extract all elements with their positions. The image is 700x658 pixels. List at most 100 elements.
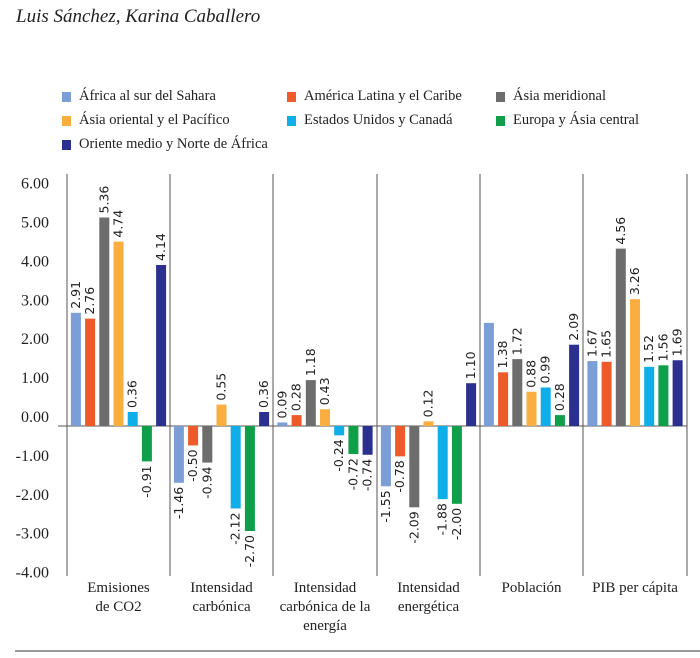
legend-swatch [496,115,505,126]
bar [141,426,152,462]
bar [216,404,227,426]
author-line: Luis Sánchez, Karina Caballero [16,6,261,27]
legend-swatch [62,91,71,102]
bar [409,426,420,508]
data-label: 0.28 [552,383,567,411]
bar [554,415,565,426]
category-label: energía [303,618,347,634]
data-label: -1.55 [378,490,393,522]
data-label: -0.72 [345,458,360,490]
legend-swatch [287,115,296,126]
data-label: 0.09 [274,391,289,419]
data-label: 1.10 [463,351,478,379]
category-label: Intensidad [190,580,253,596]
data-label: 0.36 [256,380,271,408]
bar [127,411,138,426]
bar [672,360,683,426]
data-label: 1.38 [495,340,510,368]
bar [230,426,241,509]
category-label: Intensidad [294,580,357,596]
bar [320,409,330,426]
data-label: 1.65 [599,330,614,358]
data-label: -0.74 [360,459,375,491]
bar [259,411,270,426]
bar [658,365,669,426]
data-label: 2.76 [82,287,97,315]
bar [483,322,494,426]
bar [277,422,288,426]
category-label: Intensidad [397,580,460,596]
bar [202,426,213,463]
data-label: 0.55 [214,373,229,401]
bar [437,426,448,500]
bar [99,217,110,426]
category-label: carbónica [192,599,251,615]
bar [615,248,626,426]
data-label: 2.91 [68,281,83,309]
legend-label: Estados Unidos y Canadá [304,112,453,128]
data-label: 0.12 [421,389,436,417]
bar [362,426,373,455]
legend-item: Europa y Ásia central [496,112,639,129]
bar [569,344,580,426]
bar [601,361,612,426]
data-label: -2.09 [406,511,421,543]
category-label: PIB per cápita [592,580,678,596]
data-label: -0.50 [185,449,200,481]
bar [423,421,434,426]
data-label: 5.36 [96,186,111,214]
category-label: Emisiones [87,580,150,596]
data-label: 0.99 [538,356,553,384]
data-label: 3.26 [627,267,642,295]
data-label: 0.43 [317,377,332,405]
bar [540,387,551,426]
data-label: 0.28 [289,383,304,411]
data-label: 1.72 [509,327,524,355]
legend-label: Oriente medio y Norte de África [79,136,268,152]
y-tick-label: -2.00 [16,487,49,504]
y-tick-label: 1.00 [21,370,49,387]
y-tick-label: 5.00 [21,215,49,232]
data-label: -0.91 [139,465,154,497]
y-tick-label: -4.00 [16,565,49,582]
y-tick-label: 4.00 [21,253,49,270]
bar [70,312,81,426]
bar [244,426,255,532]
data-label: -2.70 [242,535,257,567]
bar [587,361,598,426]
legend-item: Ásia oriental y el Pacífico [62,112,230,129]
data-label: -0.94 [199,467,214,499]
legend-item: Estados Unidos y Canadá [287,112,453,129]
bar [188,426,199,446]
legend-label: África al sur del Sahara [79,88,216,104]
legend-label: Ásia oriental y el Pacífico [79,112,230,128]
category-label: energética [398,599,460,615]
data-label: 2.09 [566,313,581,341]
bar [113,241,124,426]
y-tick-label: -1.00 [16,448,49,465]
bar [348,426,359,455]
data-label: 0.36 [125,380,140,408]
bar [498,372,509,426]
bar [85,318,96,426]
data-label: 1.52 [641,335,656,363]
legend-item: América Latina y el Caribe [287,88,462,105]
data-label: 1.67 [584,329,599,357]
y-tick-label: 6.00 [21,176,49,193]
legend-label: Ásia meridional [513,88,607,104]
data-label: -0.78 [392,460,407,492]
data-label: -1.88 [435,503,450,535]
bar [466,383,477,426]
data-label: 4.74 [111,210,126,238]
legend-swatch [496,91,505,102]
legend-label: América Latina y el Caribe [304,88,462,104]
bar [380,426,391,487]
y-tick-label: 0.00 [21,409,49,426]
data-label: 4.14 [153,233,168,261]
legend-item: África al sur del Sahara [62,88,216,105]
data-label: -2.00 [449,508,464,540]
category-label: de CO2 [95,599,141,615]
data-label: 0.88 [524,360,539,388]
legend-swatch [62,115,71,126]
